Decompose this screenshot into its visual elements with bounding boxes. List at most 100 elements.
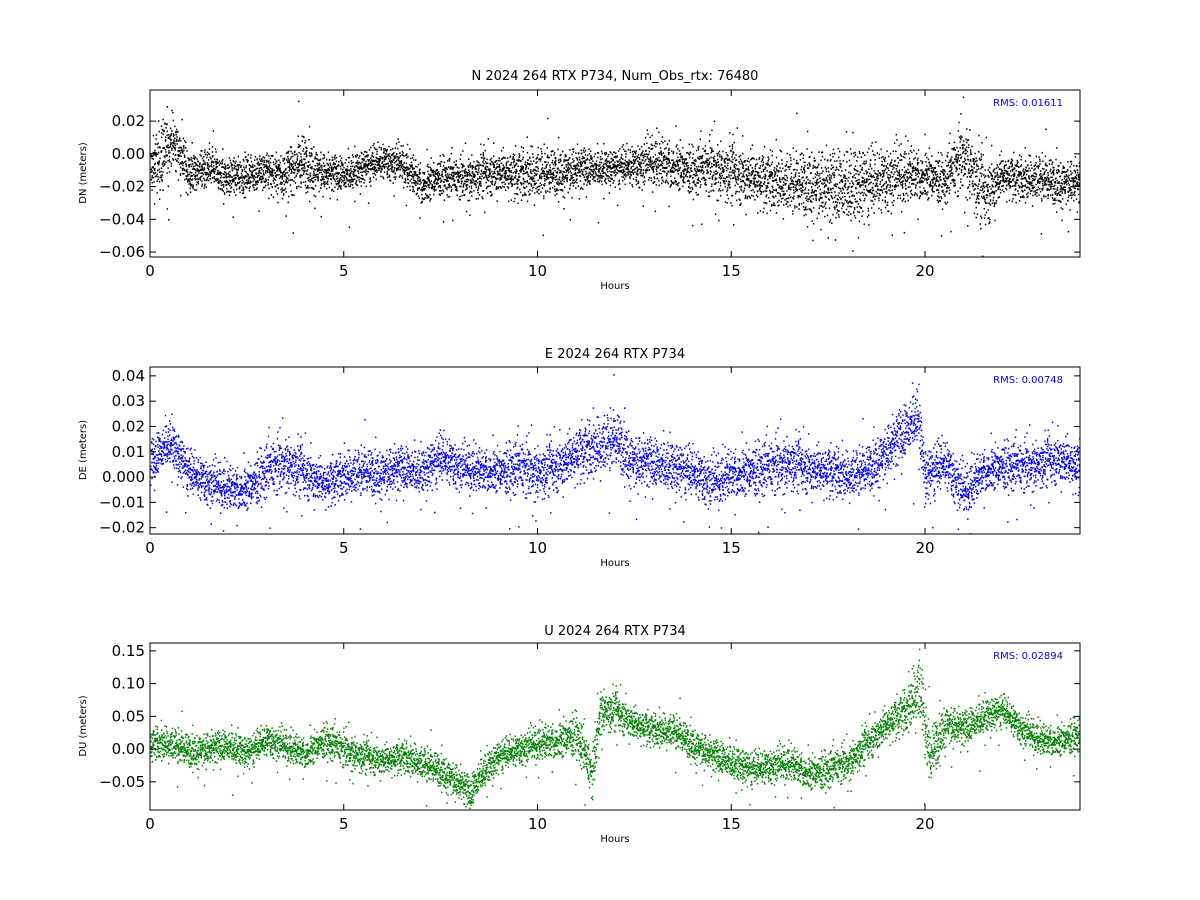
dn-data-point — [356, 160, 359, 162]
dn-data-point — [191, 183, 193, 186]
dn-data-point — [790, 186, 792, 189]
dn-data-point — [294, 164, 297, 167]
dn-data-point — [741, 161, 743, 164]
dn-data-point — [617, 161, 619, 163]
dn-data-point — [442, 153, 444, 156]
dn-data-point — [388, 174, 391, 177]
dn-data-point — [413, 175, 415, 178]
dn-data-point — [176, 136, 178, 138]
dn-data-point — [263, 166, 265, 169]
dn-data-point — [683, 165, 686, 167]
dn-data-point — [423, 198, 426, 200]
dn-data-point — [661, 179, 664, 181]
dn-data-point — [213, 165, 215, 167]
dn-data-point — [316, 157, 318, 160]
dn-data-point — [268, 187, 270, 190]
dn-data-point — [578, 161, 580, 164]
dn-data-point — [635, 173, 638, 175]
dn-data-point — [163, 147, 165, 150]
dn-data-point — [640, 174, 642, 177]
dn-data-point — [278, 164, 281, 166]
dn-data-point — [329, 178, 332, 180]
dn-data-point — [179, 172, 182, 175]
dn-data-point — [694, 170, 697, 172]
dn-data-point — [563, 159, 565, 161]
dn-data-point — [543, 195, 545, 197]
dn-data-point — [283, 170, 286, 172]
dn-data-point — [722, 150, 724, 153]
dn-data-point — [414, 172, 417, 174]
dn-data-point — [482, 177, 485, 179]
dn-data-point — [568, 162, 570, 165]
dn-data-point — [752, 170, 754, 172]
dn-data-point — [524, 168, 527, 171]
dn-data-point — [693, 164, 696, 167]
dn-data-point — [327, 183, 329, 185]
dn-data-point — [373, 172, 376, 175]
dn-data-point — [395, 167, 398, 170]
dn-data-point — [526, 151, 529, 154]
dn-data-point — [288, 174, 290, 177]
dn-data-point — [639, 163, 641, 166]
dn-data-point — [642, 156, 645, 159]
dn-data-point — [172, 145, 174, 148]
dn-data-point — [574, 166, 576, 169]
dn-data-point — [513, 154, 516, 156]
dn-data-point — [623, 170, 626, 173]
dn-data-point — [172, 111, 174, 114]
dn-data-point — [717, 144, 719, 146]
dn-data-point — [615, 164, 617, 166]
dn-data-point — [621, 162, 623, 164]
dn-data-point — [733, 177, 735, 179]
dn-data-point — [415, 174, 417, 177]
dn-data-point — [242, 192, 245, 194]
dn-data-point — [618, 164, 620, 166]
dn-data-point — [578, 168, 581, 171]
dn-data-point — [305, 146, 307, 149]
dn-data-point — [502, 146, 504, 149]
dn-data-point — [467, 199, 469, 202]
dn-data-point — [563, 180, 565, 183]
dn-data-point — [388, 160, 391, 163]
dn-data-point — [518, 176, 520, 179]
dn-data-point — [238, 182, 240, 184]
dn-data-point — [440, 192, 442, 195]
dn-data-point — [745, 164, 747, 166]
dn-data-point — [350, 162, 353, 165]
dn-data-point — [504, 175, 506, 178]
dn-data-point — [223, 173, 226, 176]
dn-data-point — [600, 177, 602, 179]
dn-data-point — [591, 157, 593, 159]
dn-data-point — [370, 185, 372, 187]
dn-data-point — [404, 178, 406, 180]
dn-data-point — [437, 175, 440, 178]
dn-data-point — [195, 163, 198, 165]
dn-data-point — [597, 164, 599, 166]
dn-data-point — [427, 177, 430, 180]
dn-data-point — [616, 172, 619, 175]
dn-data-point — [345, 169, 347, 172]
dn-data-point — [769, 192, 772, 194]
dn-data-point — [558, 176, 561, 178]
dn-data-point — [686, 169, 689, 171]
dn-data-point — [375, 168, 377, 171]
dn-data-point — [357, 170, 359, 173]
dn-data-point — [785, 168, 787, 171]
dn-data-point — [373, 167, 376, 169]
dn-data-point — [593, 180, 595, 182]
dn-data-point — [263, 174, 265, 176]
dn-data-point — [499, 172, 501, 175]
dn-data-point — [476, 181, 478, 184]
dn-data-point — [726, 189, 729, 191]
dn-data-point — [582, 171, 584, 173]
dn-data-point — [378, 161, 381, 163]
dn-data-point — [460, 174, 462, 176]
dn-data-point — [731, 147, 734, 150]
dn-data-point — [293, 172, 296, 174]
dn-data-point — [722, 171, 725, 173]
dn-data-point — [242, 181, 245, 183]
dn-data-point — [472, 179, 474, 181]
dn-data-point — [415, 165, 417, 168]
dn-data-point — [162, 189, 164, 192]
dn-data-point — [283, 175, 286, 177]
